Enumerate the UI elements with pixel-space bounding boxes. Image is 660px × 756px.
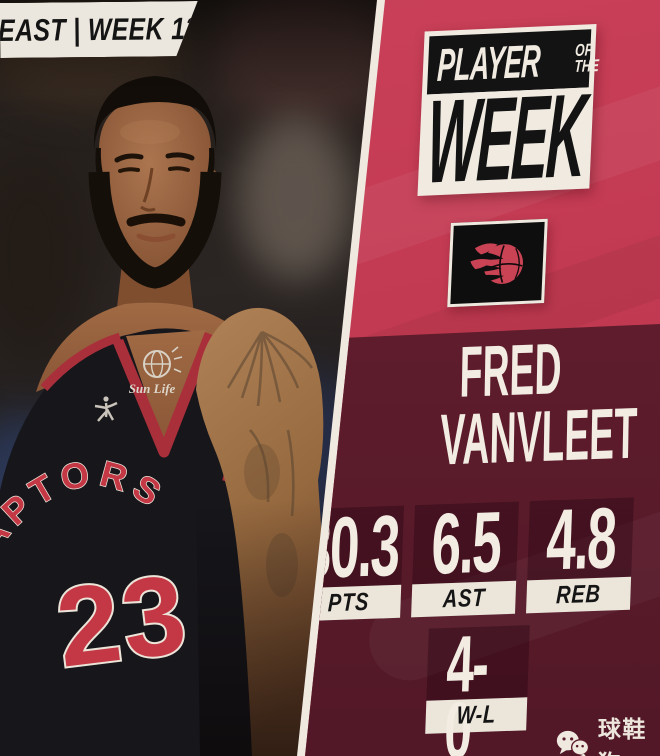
- stat-rebounds-label: REB: [555, 579, 602, 610]
- stat-record: 4-0 W-L: [425, 618, 530, 756]
- potw-bottom-section: WEEK: [422, 69, 589, 209]
- crowd-blur-blob: [238, 115, 353, 280]
- mustache: [126, 213, 186, 227]
- crowd-blur-blob: [0, 560, 350, 756]
- east-week-badge: EAST | WEEK 12: [0, 1, 198, 58]
- stat-record-label: W-L: [456, 700, 497, 730]
- eyebrows: [114, 152, 195, 163]
- jersey-armhole-trim: [208, 336, 240, 484]
- svg-text:APTORS: APTORS: [0, 452, 174, 558]
- watermark-text: 球鞋狗: [597, 716, 647, 756]
- stat-assists-label: AST: [441, 583, 486, 614]
- sponsor-text: Sun Life: [129, 381, 176, 396]
- player-name: FRED VANVLEET: [349, 329, 660, 481]
- jersey-number: 23: [50, 551, 195, 691]
- foreground-blur-streak: [0, 597, 64, 673]
- stat-rebounds-label-band: REB: [526, 576, 632, 614]
- tattoo-blotch: [266, 533, 298, 597]
- raptors-logo-icon: [467, 243, 523, 284]
- jersey-strap-trim: [40, 332, 122, 392]
- beard: [88, 171, 222, 289]
- player-last-name: VANVLEET: [439, 393, 638, 481]
- jumpman-icon: [94, 396, 118, 422]
- wechat-icon: [556, 730, 590, 756]
- jersey: [0, 328, 278, 756]
- tattoo-sleeve: [226, 330, 314, 517]
- hair: [93, 76, 217, 150]
- crowd-blur-blob: [0, 415, 95, 590]
- sun-life-patch: Sun Life: [129, 346, 183, 396]
- stat-rebounds: 4.8 REB: [526, 490, 634, 614]
- jersey-collar-trim: [112, 332, 216, 458]
- nose: [140, 167, 156, 212]
- stat-assists: 6.5 AST: [411, 494, 519, 618]
- stat-rebounds-value: 4.8: [544, 490, 617, 589]
- tattoo-blotch: [244, 444, 280, 500]
- team-logo-box: [447, 218, 548, 308]
- stats-row: 30.3 PTS 6.5 AST 4.8 REB: [305, 490, 660, 622]
- watermark: 球鞋狗: [556, 710, 660, 756]
- player-head: [88, 76, 222, 289]
- stat-assists-label-band: AST: [411, 580, 517, 618]
- mouth: [136, 233, 176, 242]
- chest-skin: [36, 302, 250, 392]
- east-week-text: EAST | WEEK 12: [0, 10, 200, 48]
- crowd-blur-blob: [0, 150, 95, 360]
- jersey-vneck-skin: [126, 330, 206, 446]
- stat-points-label: PTS: [327, 587, 370, 618]
- stat-assists-value: 6.5: [429, 494, 502, 593]
- potw-week-text: WEEK: [424, 69, 588, 209]
- jersey-team-text: APTORS: [0, 451, 168, 559]
- eyes: [118, 166, 190, 173]
- stat-record-value: 4-0: [442, 618, 489, 756]
- stat-record-label-band: W-L: [425, 697, 528, 734]
- player-of-the-week-badge: PLAYER OF THE WEEK: [417, 24, 599, 209]
- neck: [114, 244, 196, 342]
